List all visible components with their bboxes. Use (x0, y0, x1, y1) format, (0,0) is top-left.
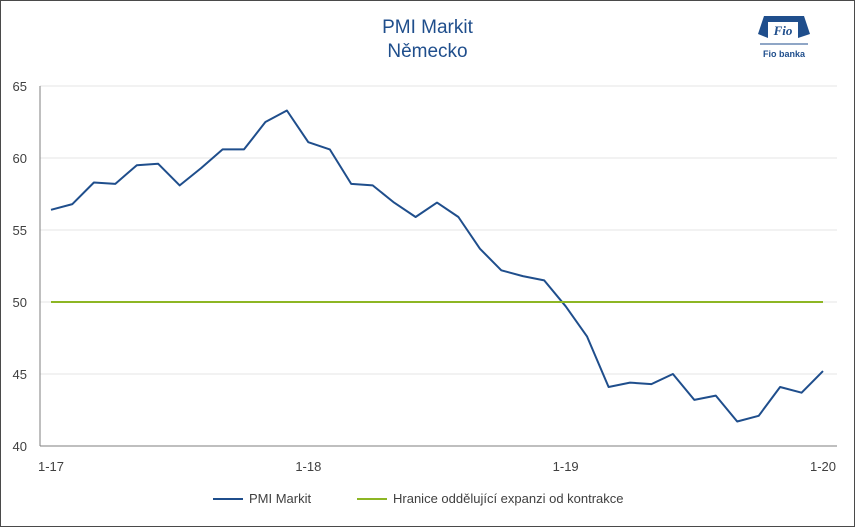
axes (39, 86, 837, 447)
series-line-pmi-markit (50, 109, 824, 423)
legend-swatch-threshold (357, 497, 387, 500)
legend-label-threshold: Hranice oddělující expanzi od kontrakce (393, 491, 624, 506)
logo-mark-text: Fio (773, 23, 793, 38)
x-tick-label: 1-19 (553, 459, 579, 474)
chart-title: PMI Markit (382, 17, 473, 38)
y-tick-label: 60 (13, 151, 27, 166)
fio-logo-icon: Fio Fio banka (758, 16, 810, 59)
logo-caption: Fio banka (763, 49, 806, 59)
legend-item-threshold: Hranice oddělující expanzi od kontrakce (357, 491, 624, 506)
gridlines (40, 85, 837, 375)
y-tick-label: 55 (13, 223, 27, 238)
tick-labels: 40 45 50 55 60 65 1-17 1-18 1-19 1-20 (13, 79, 836, 474)
x-tick-label: 1-20 (810, 459, 836, 474)
y-tick-label: 65 (13, 79, 27, 94)
fio-banka-logo: Fio Fio banka (754, 12, 814, 60)
x-tick-label: 1-17 (38, 459, 64, 474)
legend-swatch-pmi (213, 497, 243, 500)
x-tick-label: 1-18 (295, 459, 321, 474)
legend-label-pmi: PMI Markit (249, 491, 312, 506)
legend-item-pmi: PMI Markit (213, 491, 311, 506)
legend: PMI Markit Hranice oddělující expanzi od… (0, 491, 855, 511)
series-lines (50, 109, 824, 423)
y-tick-label: 50 (13, 295, 27, 310)
y-tick-label: 40 (13, 439, 27, 454)
chart-subtitle: Německo (387, 41, 468, 62)
y-tick-label: 45 (13, 367, 27, 382)
